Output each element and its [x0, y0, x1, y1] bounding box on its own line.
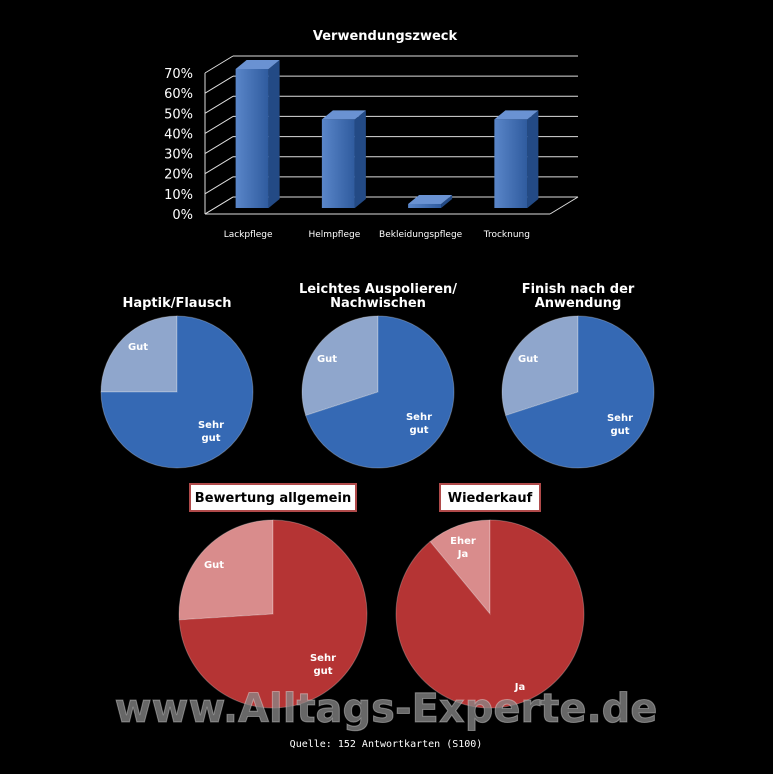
- pie-slice-gut: [178, 519, 274, 621]
- pie-3: Gut Sehr gut: [501, 315, 655, 469]
- grid-diag: [204, 75, 234, 94]
- x-tick-label: Helmpflege: [309, 230, 361, 240]
- grid-diag: [204, 136, 234, 154]
- bar-top: [321, 110, 366, 120]
- pie-slice-gut: [501, 315, 579, 417]
- pie-label: Sehr gut: [310, 653, 336, 677]
- pie-label: Ja: [514, 682, 525, 693]
- bar-front: [494, 119, 528, 208]
- pie5-title-box: [439, 483, 541, 512]
- pie-5: Eher Ja Ja: [395, 519, 585, 709]
- bar-front: [321, 119, 355, 208]
- pie-slice-sehr-gut: [178, 519, 368, 709]
- bar-helmpflege: [321, 110, 366, 208]
- bar-side: [527, 110, 539, 208]
- pie-label: Sehr gut: [406, 412, 432, 436]
- bar-chart-bars: [235, 60, 539, 208]
- pie-4: Gut Sehr gut: [178, 519, 368, 709]
- grid-diag: [204, 196, 234, 215]
- watermark: www.Alltags-Experte.de: [115, 686, 658, 732]
- bar-top: [408, 194, 453, 204]
- y-tick-label: 70%: [164, 67, 193, 82]
- pie-slice-sehr-gut: [100, 315, 254, 469]
- bar-side: [268, 60, 280, 208]
- bar-side: [354, 110, 366, 208]
- source-note: Quelle: 152 Antwortkarten (S100): [290, 739, 483, 750]
- pie-2: Gut Sehr gut: [301, 315, 455, 469]
- bar-lackpflege: [235, 60, 280, 208]
- pie-slice-sehr-gut: [505, 315, 655, 469]
- bar-trocknung: [494, 110, 539, 208]
- pie2-title-line2: Nachwischen: [330, 296, 426, 311]
- bar-chart-y-axis: 0% 10% 20% 30% 40% 50% 60% 70%: [164, 67, 193, 223]
- pie-label: Gut: [204, 560, 224, 571]
- pie2-title-line1: Leichtes Auspolieren/: [299, 282, 457, 297]
- pie4-title-box: [189, 483, 357, 512]
- pie-charts: Gut Sehr gut Gut Sehr gut Gut Sehr gut Gut Sehr gut…: [100, 315, 655, 709]
- pie-slice-eher-ja: [429, 519, 491, 616]
- y-tick-label: 20%: [164, 168, 193, 183]
- pie4-title: Bewertung allgemein: [195, 491, 351, 506]
- bar-front: [408, 203, 442, 208]
- bar-chart-title: Verwendungszweck: [313, 29, 458, 44]
- pie-slice-gut: [100, 315, 178, 393]
- pie5-title: Wiederkauf: [448, 491, 533, 506]
- grid-diag: [204, 176, 234, 195]
- pie-label: Gut: [128, 342, 148, 353]
- bar-bekleidungspflege: [408, 194, 453, 208]
- grid-floor-right: [549, 196, 579, 215]
- pie3-title-line2: Anwendung: [535, 296, 622, 311]
- grid-diag: [204, 55, 234, 74]
- pie-label: Eher Ja: [450, 536, 476, 560]
- pie3-title-line1: Finish nach der: [522, 282, 635, 297]
- pie-1: Gut Sehr gut: [100, 315, 254, 469]
- pie-label: Gut: [317, 354, 337, 365]
- y-tick-label: 0%: [172, 208, 193, 223]
- pie-label: Sehr gut: [607, 413, 633, 437]
- y-tick-label: 30%: [164, 148, 193, 163]
- pie-slice-ja: [395, 519, 585, 709]
- bar-side: [441, 194, 453, 208]
- y-tick-label: 60%: [164, 87, 193, 102]
- pie-label: Gut: [518, 354, 538, 365]
- x-tick-label: Bekleidungspflege: [379, 230, 463, 240]
- x-tick-label: Lackpflege: [224, 230, 273, 240]
- bar-top: [494, 110, 539, 120]
- bar-chart-x-axis: Lackpflege Helmpflege Bekleidungspflege Tro…: [224, 230, 530, 240]
- y-tick-label: 10%: [164, 188, 193, 203]
- pie-slice-sehr-gut: [305, 315, 455, 469]
- grid-diag: [204, 95, 234, 114]
- bar-front: [235, 69, 269, 208]
- pie1-title: Haptik/Flausch: [122, 296, 231, 311]
- bar-top: [235, 60, 280, 69]
- x-tick-label: Trocknung: [483, 230, 530, 240]
- grid-diag: [204, 116, 234, 134]
- pie-slice-gut: [301, 315, 379, 417]
- pie-label: Sehr gut: [198, 420, 224, 444]
- grid-diag: [204, 156, 234, 175]
- y-tick-label: 40%: [164, 127, 193, 142]
- y-tick-label: 50%: [164, 107, 193, 122]
